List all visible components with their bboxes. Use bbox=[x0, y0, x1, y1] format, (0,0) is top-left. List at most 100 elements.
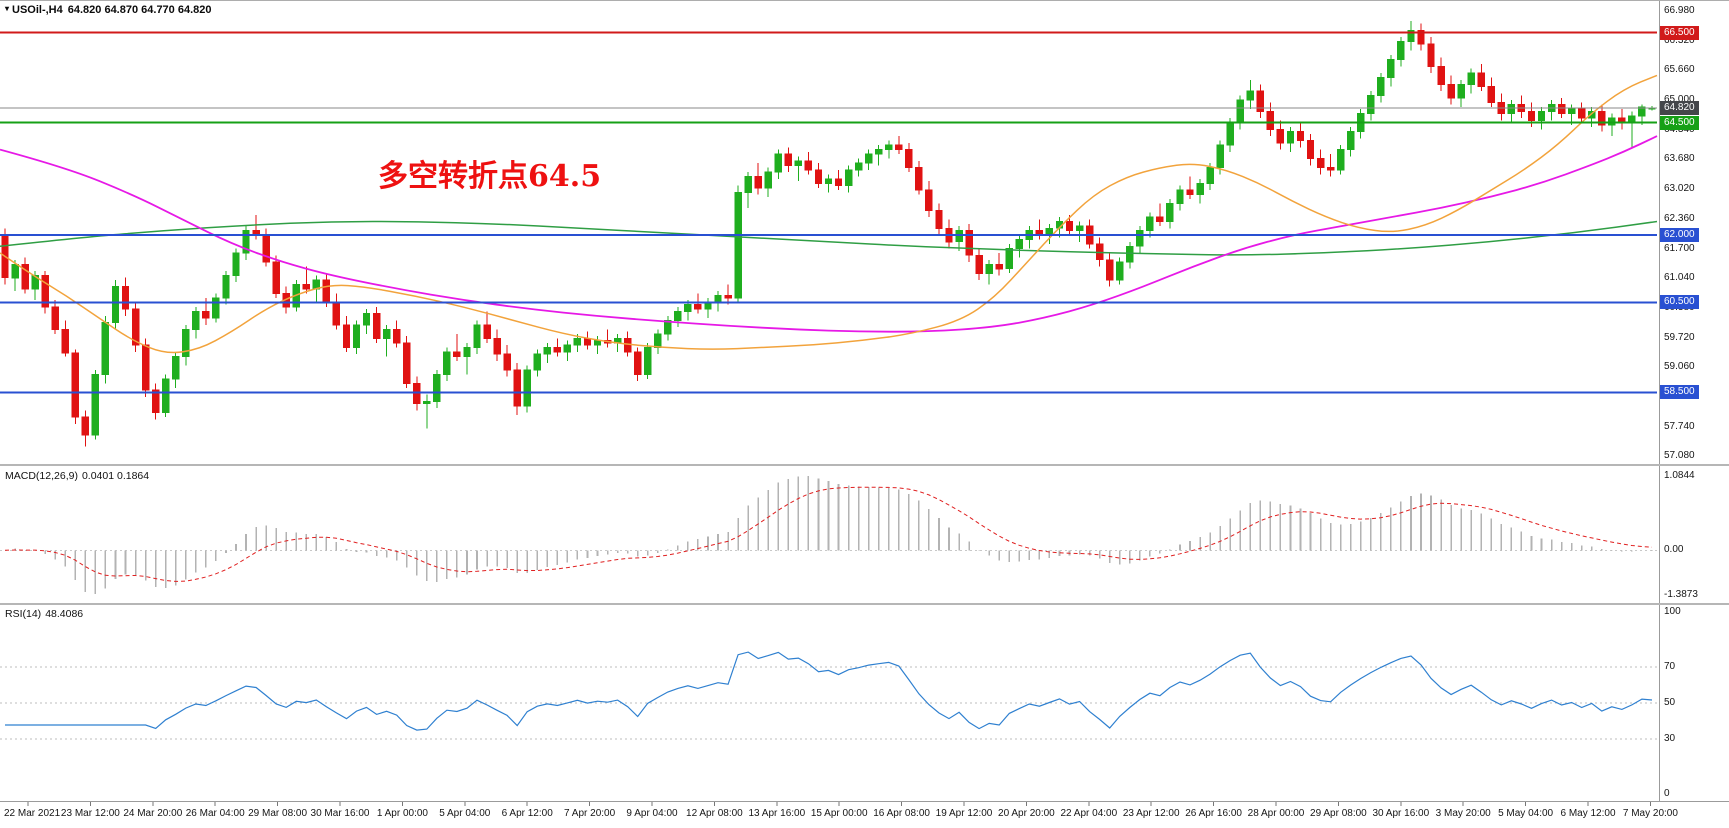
candle-body bbox=[915, 167, 923, 191]
candle-body bbox=[1487, 86, 1495, 103]
candle-body bbox=[212, 297, 220, 319]
price-axis-label: 59.060 bbox=[1664, 361, 1695, 373]
candle-body bbox=[1387, 59, 1395, 79]
candle-body bbox=[372, 313, 381, 339]
time-axis-label[interactable]: 30 Apr 16:00 bbox=[1372, 808, 1430, 819]
candle-body bbox=[111, 286, 120, 324]
price-axis-label: 62.360 bbox=[1664, 212, 1695, 224]
time-axis-label[interactable]: 7 May 20:00 bbox=[1622, 808, 1678, 819]
candle-body bbox=[824, 178, 833, 184]
candle-body bbox=[955, 230, 963, 243]
candle-body bbox=[895, 144, 903, 151]
rsi-scale-label: 70 bbox=[1664, 660, 1676, 672]
candle-body bbox=[131, 308, 140, 346]
candle-body bbox=[162, 378, 170, 414]
slow-green-ma-line bbox=[0, 220, 1658, 256]
chart-header: ▾ USOil-,H4 64.820 64.870 64.770 64.820 bbox=[5, 4, 212, 16]
time-axis-label[interactable]: 6 Apr 12:00 bbox=[501, 808, 553, 819]
time-axis-label[interactable]: 20 Apr 20:00 bbox=[998, 808, 1055, 819]
candle-body bbox=[1608, 117, 1616, 126]
candle-body bbox=[1447, 83, 1455, 99]
candle-body bbox=[182, 329, 190, 357]
candle-body bbox=[483, 324, 491, 339]
time-axis-label[interactable]: 1 Apr 00:00 bbox=[376, 808, 428, 819]
time-axis-label[interactable]: 26 Mar 04:00 bbox=[185, 808, 245, 819]
candle-body bbox=[423, 400, 431, 405]
candle-body bbox=[1527, 110, 1536, 121]
time-axis-label[interactable]: 7 Apr 20:00 bbox=[564, 808, 616, 819]
candle-body bbox=[533, 353, 541, 371]
candle-body bbox=[814, 169, 823, 184]
candle-body bbox=[1126, 245, 1134, 263]
candle-body bbox=[1367, 95, 1375, 115]
time-axis-label[interactable]: 30 Mar 16:00 bbox=[310, 808, 370, 819]
time-axis-label[interactable]: 29 Apr 08:00 bbox=[1310, 808, 1367, 819]
candle-body bbox=[563, 344, 572, 353]
macd-scale-min: -1.3873 bbox=[1664, 589, 1698, 600]
price-axis-label: 65.660 bbox=[1664, 64, 1695, 76]
price-axis-label: 61.040 bbox=[1664, 272, 1695, 284]
candle-body bbox=[1437, 65, 1445, 85]
candle-body bbox=[493, 337, 501, 355]
candle-body bbox=[1467, 72, 1475, 85]
time-axis-label[interactable]: 16 Apr 08:00 bbox=[873, 808, 930, 819]
time-axis-label[interactable]: 24 Mar 20:00 bbox=[123, 808, 183, 819]
candle-body bbox=[774, 153, 782, 173]
time-axis-label[interactable]: 13 Apr 16:00 bbox=[748, 808, 806, 819]
time-axis-label[interactable]: 6 May 12:00 bbox=[1560, 808, 1616, 819]
pane-splitter-rsi[interactable] bbox=[0, 603, 1729, 605]
candle-body bbox=[61, 329, 69, 354]
candle-body bbox=[1146, 216, 1154, 231]
time-axis-label[interactable]: 23 Mar 12:00 bbox=[60, 808, 120, 819]
current-price-tag: 64.820 bbox=[1660, 101, 1699, 116]
time-axis-label[interactable]: 12 Apr 08:00 bbox=[686, 808, 743, 819]
time-axis-label[interactable]: 19 Apr 12:00 bbox=[935, 808, 993, 819]
time-axis-label[interactable]: 23 Apr 12:00 bbox=[1122, 808, 1180, 819]
price-level-tag: 66.500 bbox=[1660, 25, 1699, 40]
candle-body bbox=[664, 320, 672, 335]
candle-body bbox=[513, 369, 521, 407]
candle-body bbox=[543, 346, 551, 355]
candle-body bbox=[553, 346, 562, 353]
candle-body bbox=[413, 382, 421, 405]
candle-body bbox=[1156, 216, 1164, 222]
candle-body bbox=[1106, 259, 1114, 281]
candle-body bbox=[302, 284, 311, 290]
candle-body bbox=[503, 353, 511, 371]
time-axis-label[interactable]: 5 May 04:00 bbox=[1498, 808, 1554, 819]
candle-body bbox=[1065, 221, 1074, 231]
time-axis-label[interactable]: 22 Apr 04:00 bbox=[1060, 808, 1118, 819]
candle-body bbox=[11, 263, 19, 279]
candle-body bbox=[1116, 261, 1124, 281]
time-axis-label[interactable]: 28 Apr 00:00 bbox=[1247, 808, 1305, 819]
macd-scale-max: 1.0844 bbox=[1664, 470, 1695, 481]
candle-body bbox=[403, 342, 411, 384]
time-axis-label[interactable]: 5 Apr 04:00 bbox=[439, 808, 491, 819]
time-axis-label[interactable]: 22 Mar 2021 bbox=[4, 808, 61, 819]
candle-body bbox=[1326, 167, 1335, 171]
candle-body bbox=[453, 351, 461, 357]
candle-body bbox=[433, 373, 441, 402]
candle-body bbox=[232, 252, 240, 276]
candle-body bbox=[222, 275, 230, 299]
macd-signal-line bbox=[4, 486, 1653, 582]
medium-magenta-ma-line bbox=[0, 135, 1658, 333]
candle-body bbox=[1578, 108, 1586, 119]
time-axis-border bbox=[0, 801, 1729, 802]
candle-body bbox=[804, 160, 813, 171]
time-axis-label[interactable]: 9 Apr 04:00 bbox=[626, 808, 678, 819]
time-axis-label[interactable]: 15 Apr 00:00 bbox=[810, 808, 868, 819]
candle-body bbox=[1196, 182, 1204, 196]
time-axis-label[interactable]: 3 May 20:00 bbox=[1435, 808, 1491, 819]
candle-body bbox=[1507, 104, 1516, 115]
time-axis-label[interactable]: 29 Mar 08:00 bbox=[248, 808, 308, 819]
price-axis-border bbox=[1659, 1, 1660, 801]
chart-annotation-text[interactable]: 多空转折点64.5 bbox=[378, 159, 602, 194]
candle-body bbox=[81, 416, 90, 436]
price-axis-label: 57.740 bbox=[1664, 420, 1695, 432]
time-axis-label[interactable]: 26 Apr 16:00 bbox=[1185, 808, 1242, 819]
rsi-value: 48.4086 bbox=[45, 608, 84, 620]
rsi-scale-label: 50 bbox=[1664, 697, 1676, 708]
pane-splitter-macd[interactable] bbox=[0, 464, 1729, 466]
